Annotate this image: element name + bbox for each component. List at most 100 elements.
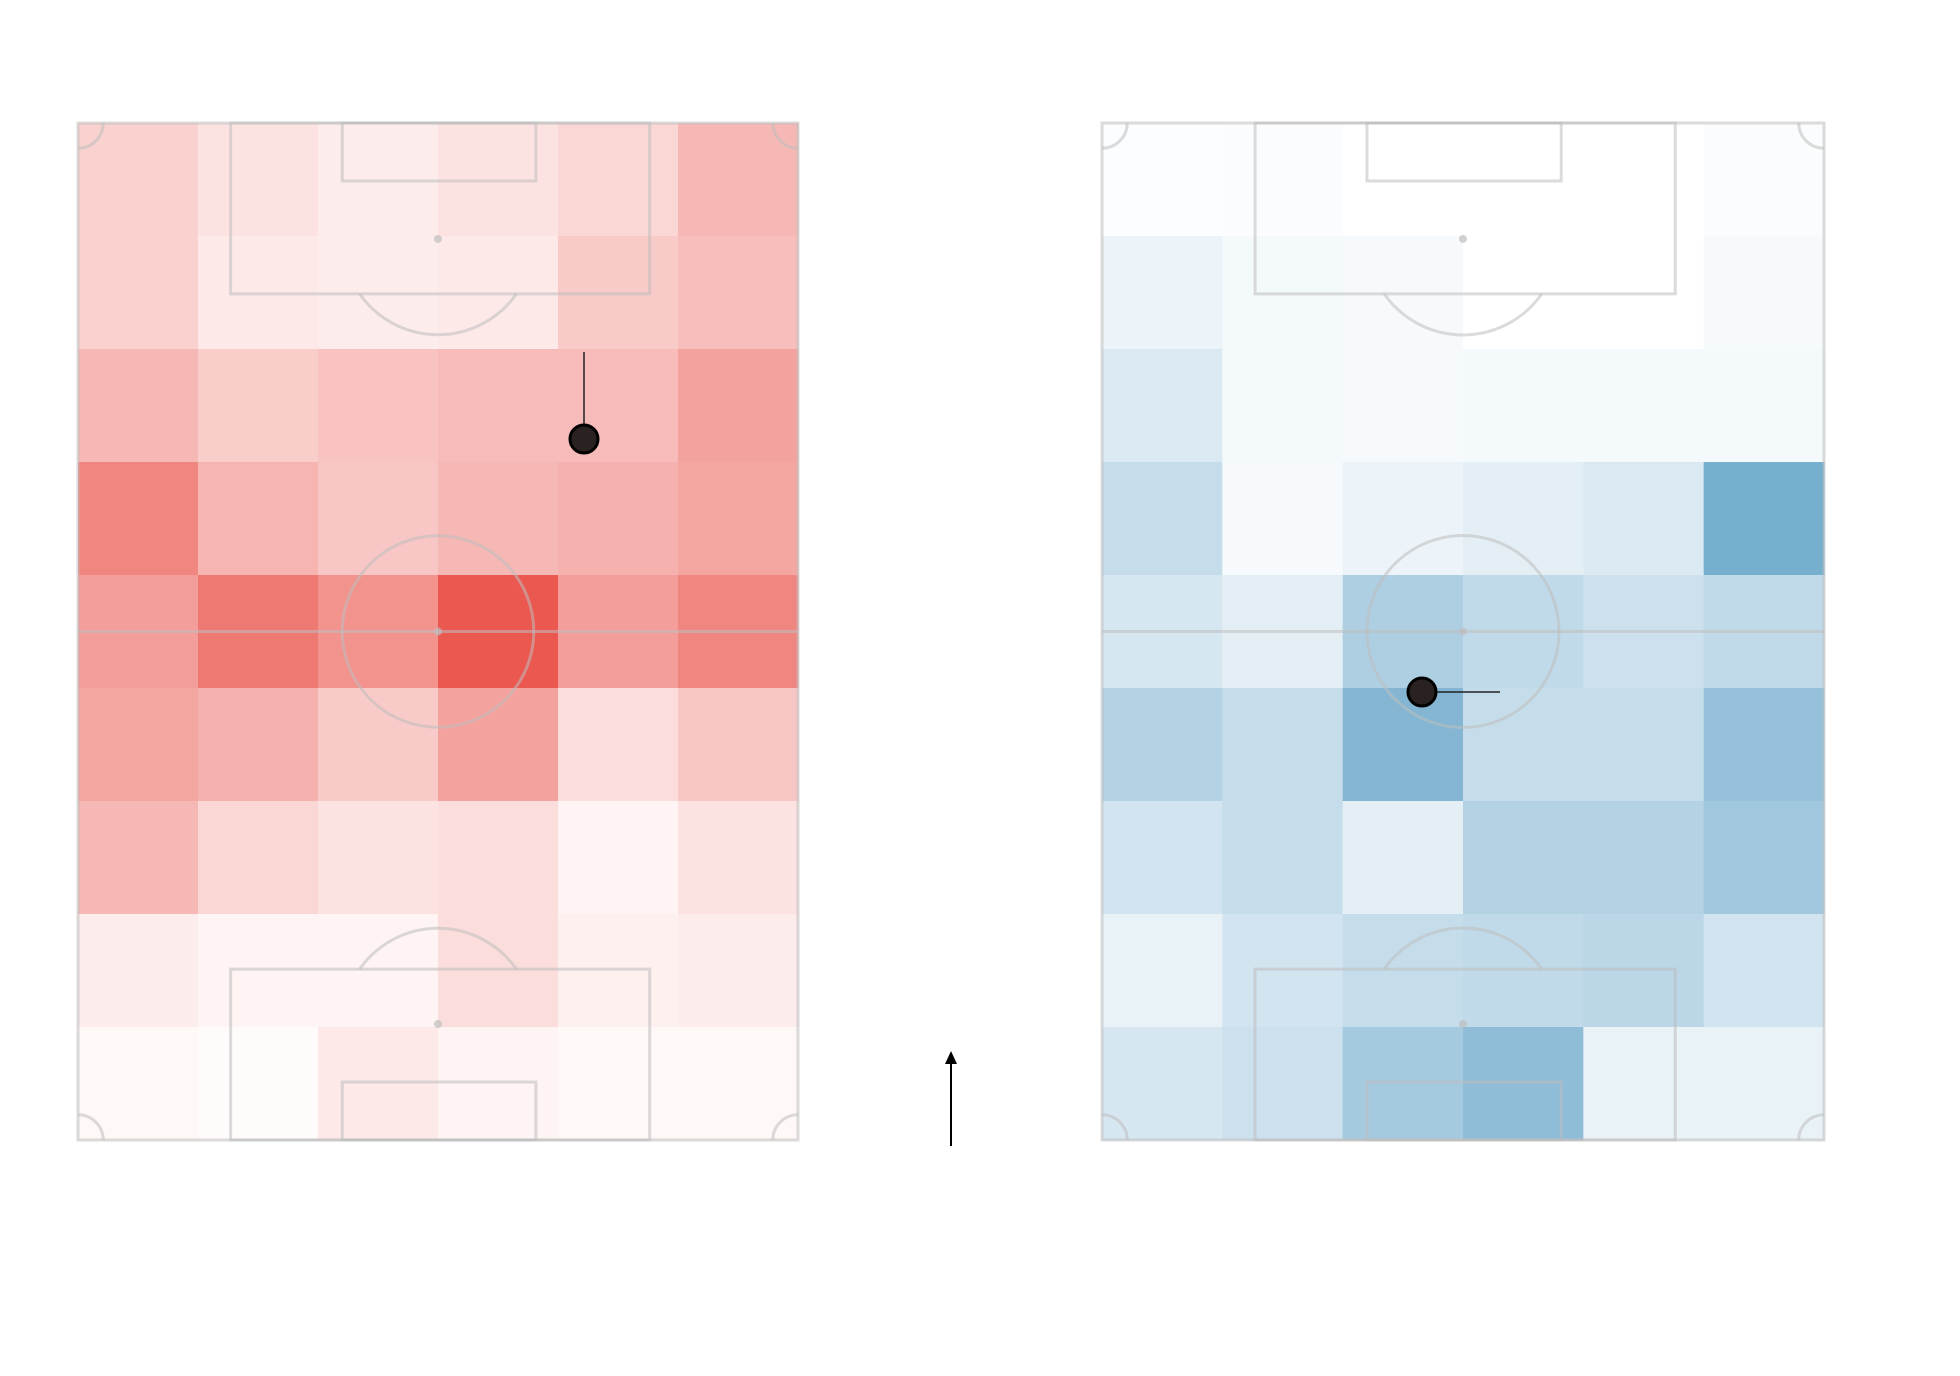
heat-cell bbox=[198, 688, 319, 802]
heat-cell bbox=[198, 1027, 319, 1141]
six-yard-box bbox=[1365, 121, 1563, 183]
heat-cell bbox=[78, 349, 199, 463]
heat-cell bbox=[678, 1027, 799, 1141]
heat-cell bbox=[1583, 349, 1705, 463]
heat-cell bbox=[318, 1027, 439, 1141]
heat-cell bbox=[1342, 349, 1464, 463]
heat-cell bbox=[1342, 1027, 1464, 1141]
heat-cell bbox=[1102, 1027, 1223, 1141]
heat-cell bbox=[1102, 462, 1223, 576]
corner-arc bbox=[1101, 122, 1129, 150]
heatmap bbox=[1102, 123, 1825, 1141]
six-yard-box bbox=[340, 1080, 538, 1142]
heat-cell bbox=[438, 914, 559, 1028]
heat-cell bbox=[1703, 688, 1825, 802]
heat-cell bbox=[78, 123, 199, 237]
heat-cell bbox=[1703, 914, 1825, 1028]
heat-cell bbox=[1463, 801, 1584, 915]
heat-cell bbox=[318, 349, 439, 463]
marker-dot bbox=[568, 423, 600, 455]
pitch bbox=[1100, 121, 1826, 1142]
heat-cell bbox=[1583, 462, 1705, 576]
penalty-spot bbox=[1459, 234, 1467, 243]
corner-arc bbox=[1101, 1113, 1129, 1141]
centre-circle bbox=[340, 534, 536, 729]
heat-cell bbox=[1703, 123, 1825, 237]
heat-cell bbox=[198, 462, 319, 576]
heat-cell bbox=[1342, 462, 1464, 576]
corner-arc bbox=[771, 122, 799, 150]
heat-cell bbox=[678, 688, 799, 802]
heat-cell bbox=[1703, 1027, 1825, 1141]
heat-cell bbox=[1102, 349, 1223, 463]
heat-cell bbox=[318, 801, 439, 915]
heat-cell bbox=[1583, 914, 1705, 1028]
heat-cell bbox=[558, 914, 679, 1028]
heat-cell bbox=[1222, 688, 1344, 802]
heat-cell bbox=[198, 123, 319, 237]
corner-arc bbox=[77, 1113, 105, 1141]
heat-cell bbox=[1102, 236, 1223, 350]
heat-cell bbox=[1222, 123, 1344, 237]
heat-cell bbox=[1222, 801, 1344, 915]
heat-cell bbox=[78, 914, 199, 1028]
heat-cell bbox=[1222, 914, 1344, 1028]
marker-dot bbox=[1406, 676, 1438, 708]
heat-cell bbox=[438, 349, 559, 463]
heat-cell bbox=[1463, 914, 1584, 1028]
heat-cell bbox=[1703, 236, 1825, 350]
heat-cell bbox=[78, 1027, 199, 1141]
heat-cell bbox=[678, 349, 799, 463]
heat-cell bbox=[78, 236, 199, 350]
heat-cell bbox=[678, 801, 799, 915]
heat-cell bbox=[558, 123, 679, 237]
corner-arc bbox=[1797, 1113, 1825, 1141]
centre-spot bbox=[1459, 627, 1467, 636]
corner-arc bbox=[77, 122, 105, 150]
heat-cell bbox=[1583, 688, 1705, 802]
corner-arc bbox=[1797, 122, 1825, 150]
penalty-spot bbox=[434, 1020, 442, 1029]
heat-cell bbox=[1463, 1027, 1584, 1141]
six-yard-box bbox=[340, 121, 538, 183]
heat-cell bbox=[78, 688, 199, 802]
heat-cell bbox=[1583, 123, 1705, 237]
penalty-arc bbox=[1383, 926, 1543, 971]
heat-cell bbox=[1703, 462, 1825, 576]
heat-cell bbox=[678, 914, 799, 1028]
heat-cell bbox=[318, 914, 439, 1028]
heat-cell bbox=[1102, 801, 1223, 915]
centre-circle bbox=[1365, 533, 1561, 730]
heat-cell bbox=[678, 462, 799, 576]
heat-cell bbox=[1102, 914, 1223, 1028]
arrow-head bbox=[945, 1051, 957, 1064]
heat-cell bbox=[198, 349, 319, 463]
penalty-spot bbox=[1459, 1020, 1467, 1029]
penalty-arc bbox=[358, 292, 518, 337]
direction-arrow bbox=[945, 1051, 957, 1146]
six-yard-box bbox=[1365, 1080, 1563, 1142]
heat-cell bbox=[1583, 801, 1705, 915]
heat-cell bbox=[558, 462, 679, 576]
centre-spot bbox=[434, 627, 442, 636]
heat-cell bbox=[1342, 914, 1464, 1028]
heat-cell bbox=[1463, 349, 1584, 463]
heat-cell bbox=[438, 801, 559, 915]
marker bbox=[568, 352, 600, 455]
heat-cell bbox=[1222, 1027, 1344, 1141]
heat-cell bbox=[1342, 801, 1464, 915]
heat-cell bbox=[78, 801, 199, 915]
heat-cell bbox=[78, 462, 199, 576]
corner-arc bbox=[771, 1113, 799, 1141]
pitch bbox=[76, 121, 800, 1142]
heat-cell bbox=[1703, 801, 1825, 915]
heat-cell bbox=[558, 801, 679, 915]
heat-cell bbox=[678, 123, 799, 237]
heat-cell bbox=[1222, 462, 1344, 576]
heat-cell bbox=[1703, 349, 1825, 463]
heat-cell bbox=[198, 801, 319, 915]
heat-cell bbox=[198, 914, 319, 1028]
penalty-spot bbox=[434, 234, 442, 243]
heat-cell bbox=[1222, 349, 1344, 463]
